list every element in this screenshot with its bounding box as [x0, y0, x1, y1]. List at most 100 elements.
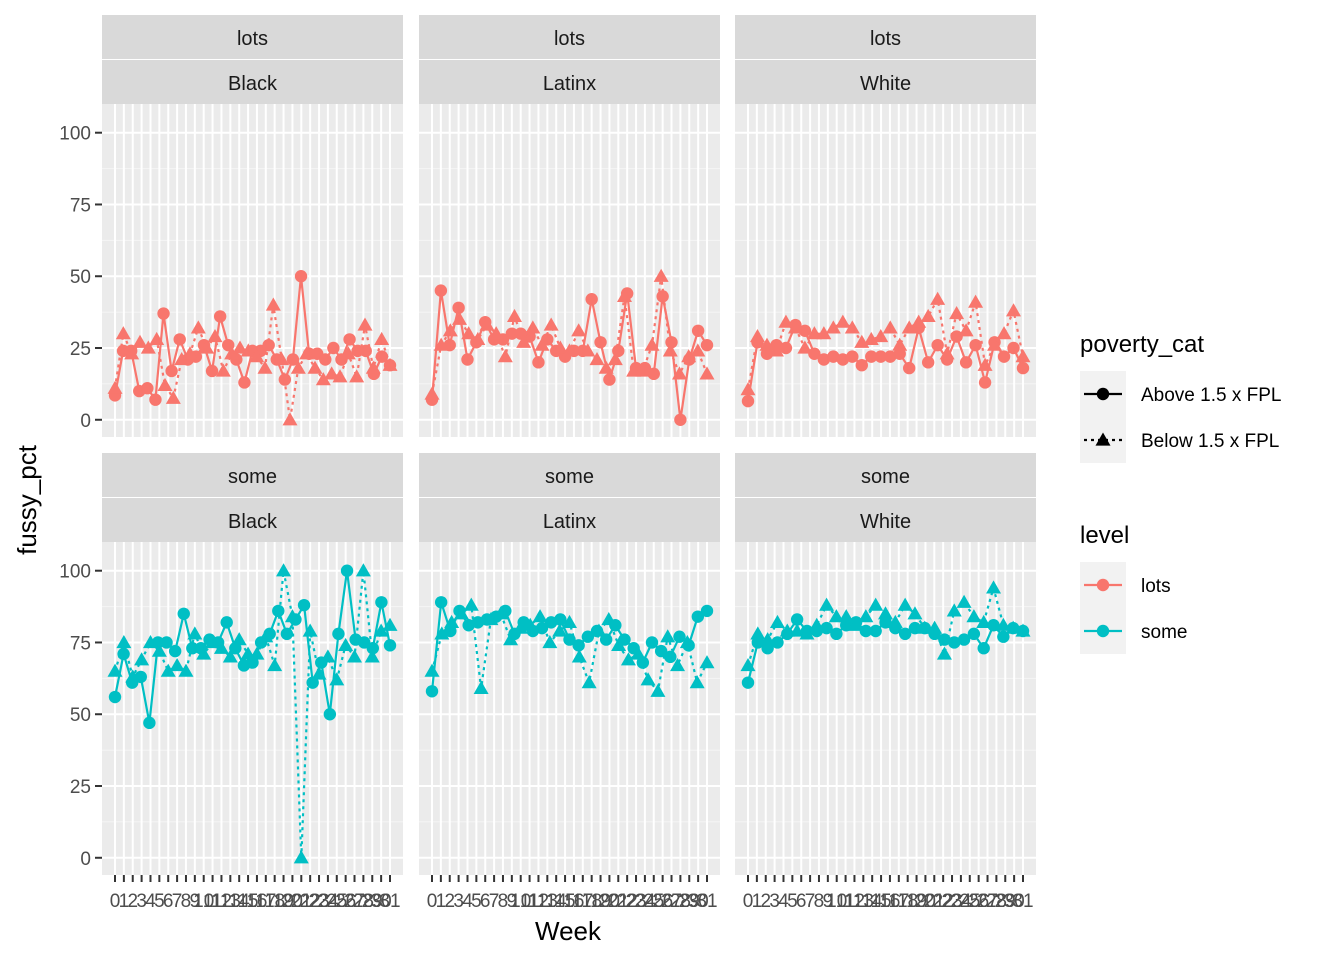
x-tick-label: 15	[870, 891, 891, 912]
point-circle	[874, 350, 887, 363]
x-tick-label: 18	[581, 891, 602, 912]
point-circle	[603, 373, 616, 386]
point-triangle	[571, 323, 587, 337]
point-triangle	[355, 563, 371, 577]
legend-key-circle	[1096, 387, 1110, 401]
point-triangle	[873, 329, 889, 343]
panel-lots-white: lots White	[735, 15, 1036, 437]
y-tick-label: 50	[70, 267, 91, 288]
point-triangle	[267, 657, 283, 672]
point-triangle	[463, 597, 479, 611]
point-circle	[908, 621, 922, 635]
point-circle	[461, 353, 474, 366]
point-circle	[827, 350, 840, 363]
point-circle	[959, 356, 973, 369]
point-triangle	[930, 291, 946, 305]
point-triangle	[276, 563, 292, 577]
x-tick-label: 25	[643, 891, 664, 912]
strip-col-label: White	[860, 511, 911, 533]
strip-row-label: some	[228, 466, 277, 488]
point-triangle	[424, 386, 440, 400]
y-axes-layer: 0 25 50 75 100 0 25 50 75 100	[59, 124, 102, 870]
point-circle	[297, 598, 311, 612]
x-tick-label: 10	[826, 891, 847, 912]
y-tick-label: 25	[70, 339, 91, 360]
x-tick-label: 21	[291, 891, 312, 912]
point-circle	[948, 636, 961, 649]
point-triangle	[516, 334, 532, 348]
point-triangle	[858, 609, 874, 623]
point-circle	[157, 307, 170, 320]
point-triangle	[589, 351, 605, 366]
point-circle	[647, 367, 660, 381]
strip-col-bg	[735, 498, 1036, 542]
point-circle	[741, 676, 755, 689]
point-triangle	[976, 614, 992, 629]
point-triangle	[878, 606, 893, 620]
point-triangle	[132, 334, 148, 348]
point-triangle	[324, 366, 340, 380]
point-circle	[898, 627, 912, 641]
strip-row-bg	[419, 15, 720, 59]
point-triangle	[598, 360, 614, 374]
x-tick-label: 6	[163, 891, 174, 912]
point-triangle	[116, 634, 132, 649]
strip-row-bg	[735, 453, 1036, 497]
point-circle	[434, 596, 448, 609]
point-circle	[272, 604, 285, 618]
point-triangle	[290, 360, 306, 374]
point-circle	[830, 627, 843, 641]
point-triangle	[562, 343, 577, 357]
point-circle	[931, 338, 944, 352]
point-circle	[532, 356, 545, 369]
series-below	[424, 268, 715, 400]
x-tick-label: 3	[136, 891, 147, 912]
point-circle	[585, 293, 598, 306]
point-triangle	[142, 634, 158, 649]
point-triangle	[507, 308, 522, 323]
x-tick-label: 2	[444, 891, 455, 912]
point-circle	[327, 341, 340, 355]
series-above	[741, 613, 1030, 689]
point-triangle	[897, 597, 913, 611]
x-tick-label: 20	[915, 891, 936, 912]
point-triangle	[825, 320, 841, 334]
series-below	[107, 563, 398, 864]
x-tick-label: 11	[203, 891, 223, 912]
point-triangle	[205, 634, 221, 649]
x-tick-label: 30	[688, 891, 709, 912]
panel-some-white: some White	[735, 453, 1036, 875]
point-circle	[375, 350, 389, 363]
x-tick-label: 7	[172, 891, 183, 912]
point-triangle	[996, 326, 1012, 340]
point-circle	[969, 338, 982, 352]
x-tick-label: 4	[778, 891, 789, 912]
x-tick-label: 23	[941, 891, 962, 912]
point-triangle	[107, 663, 123, 677]
legend-entry-label: lots	[1141, 576, 1171, 597]
panel-lots-latinx: lots Latinx	[419, 15, 720, 437]
legend-entry-label: Below 1.5 x FPL	[1141, 431, 1279, 452]
point-triangle	[284, 609, 300, 623]
point-circle	[779, 341, 793, 355]
point-triangle	[607, 351, 623, 366]
point-triangle	[617, 288, 632, 302]
point-triangle	[749, 329, 765, 343]
point-triangle	[809, 617, 825, 631]
strip-row-label: some	[545, 466, 594, 488]
x-tick-label: 12	[844, 891, 865, 912]
panels-layer: lotsBlacklotsLatinxlotsWhitesomeBlacksom…	[102, 15, 1036, 875]
point-triangle	[249, 349, 265, 363]
point-triangle	[382, 357, 398, 371]
strip-row-bg	[102, 15, 403, 59]
point-triangle	[936, 646, 952, 660]
point-circle	[903, 361, 916, 375]
point-triangle	[302, 623, 318, 637]
point-triangle	[868, 597, 884, 611]
strip-col-label: Black	[228, 511, 278, 533]
point-triangle	[382, 617, 398, 631]
x-tick-label: 16	[246, 891, 267, 912]
x-tick-label: 30	[371, 891, 392, 912]
x-tick-label: 23	[625, 891, 646, 912]
